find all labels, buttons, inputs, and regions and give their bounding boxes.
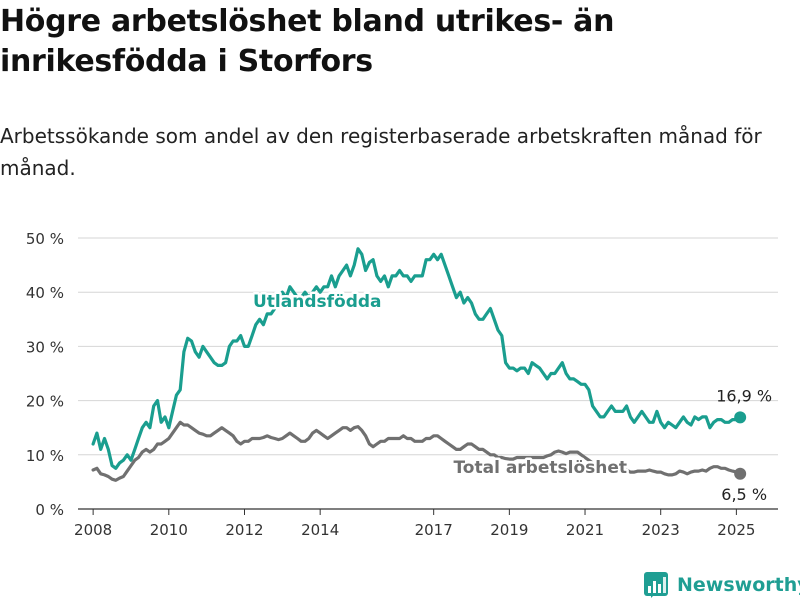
series-end-label: 6,5 % xyxy=(721,485,767,504)
x-tick-label: 2008 xyxy=(74,521,112,539)
series-end-label: 16,9 % xyxy=(716,386,772,405)
x-tick-label: 2010 xyxy=(150,521,188,539)
y-tick-label: 30 % xyxy=(26,338,64,356)
brand-name: Newsworthy xyxy=(677,574,800,596)
series-end-marker xyxy=(734,411,747,424)
x-tick-label: 2023 xyxy=(642,521,680,539)
series-label: Total arbetslöshet xyxy=(453,458,627,478)
series-line-total xyxy=(91,420,742,482)
y-tick-label: 10 % xyxy=(26,447,64,465)
y-tick-label: 40 % xyxy=(26,284,64,302)
series-label: Utlandsfödda xyxy=(253,292,382,312)
brand-logo: Newsworthy xyxy=(643,570,800,600)
series-line-utlandsfodda xyxy=(91,247,742,470)
x-tick-label: 2021 xyxy=(566,521,604,539)
x-tick-label: 2014 xyxy=(301,521,339,539)
line-chart: 0 % 10 % 20 % 30 % 40 % 50 % 2008 2010 2012 2014 2… xyxy=(26,230,778,539)
chart-subtitle: Arbetssökande som andel av den registerb… xyxy=(0,124,762,180)
newsworthy-logo-icon xyxy=(644,572,668,598)
chart-title: Högre arbetslöshet bland utrikes- än inr… xyxy=(0,4,615,79)
y-tick-label: 0 % xyxy=(35,501,64,519)
y-tick-label: 50 % xyxy=(26,230,64,248)
x-tick-label: 2012 xyxy=(225,521,263,539)
y-tick-label: 20 % xyxy=(26,393,64,411)
series-end-marker xyxy=(734,467,747,480)
x-tick-label: 2025 xyxy=(717,521,755,539)
x-tick-label: 2017 xyxy=(415,521,453,539)
x-tick-label: 2019 xyxy=(490,521,528,539)
